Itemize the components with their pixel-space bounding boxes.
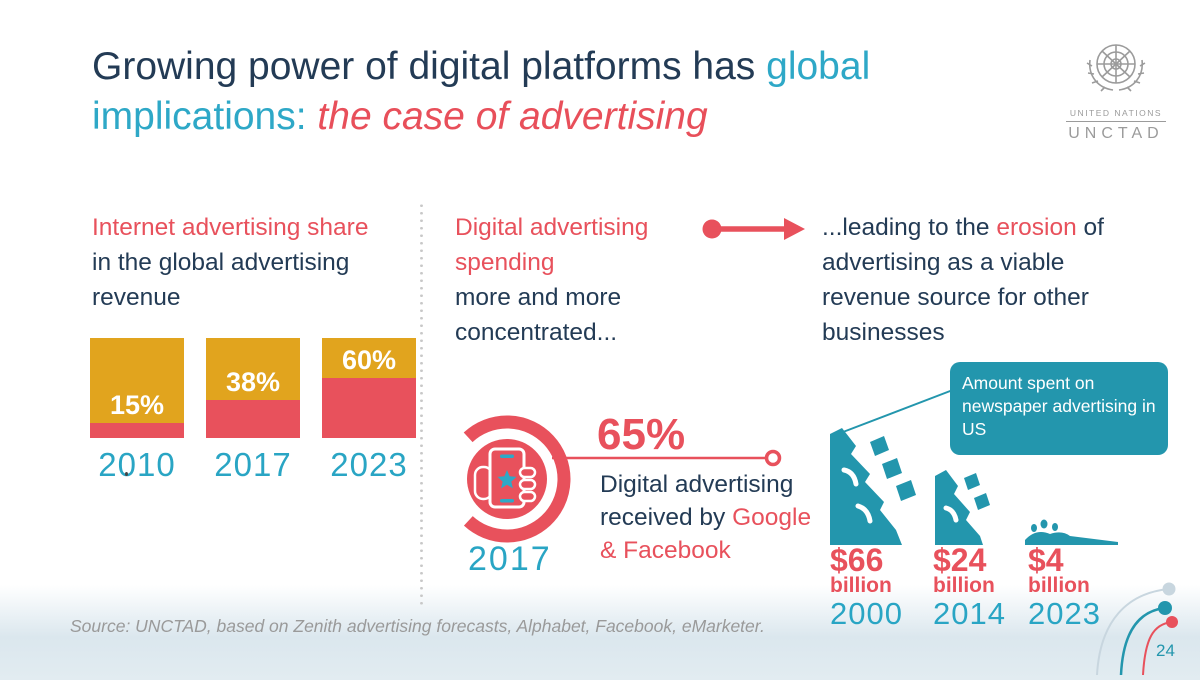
unctad-logo: UNITED NATIONS UNCTAD <box>1066 34 1166 143</box>
right-heading-accent: erosion <box>996 214 1077 241</box>
newspaper-datapoint-2000: $66 billion 2000 <box>830 542 903 631</box>
bar-fill-2017 <box>206 400 300 438</box>
right-heading-pre: ...leading to the <box>822 214 997 241</box>
stat-caption-accent1: Google <box>732 504 812 531</box>
bar-value-label: 60% <box>341 345 397 375</box>
bar-2010: 15% <box>90 338 184 438</box>
middle-heading-accent: Digital advertising spending <box>455 214 649 276</box>
arrow-right-icon <box>700 214 806 249</box>
title-line2-emphasis: the case of advertising <box>317 95 708 138</box>
newspaper-datapoint-2023: $4 billion 2023 <box>1028 542 1101 631</box>
bar-2023: 60% <box>322 338 416 438</box>
stat-caption-accent2: & Facebook <box>600 537 731 564</box>
bar-year-label: 2010 <box>98 446 176 483</box>
left-heading-rest: in the global advertising revenue <box>92 249 350 311</box>
page-title: Growing power of digital platforms has g… <box>92 42 1052 142</box>
unit-label: billion <box>1028 574 1090 597</box>
eroding-iceberg-chart <box>818 378 1130 555</box>
right-heading: ...leading to the erosion of advertising… <box>822 210 1157 350</box>
title-line1-accent: global <box>766 45 871 88</box>
stat-caption: Digital advertising received by Google &… <box>600 468 840 567</box>
bar-year-label: 2017 <box>214 446 292 483</box>
year-label: 2014 <box>933 596 1006 631</box>
stat-caption-plain: Digital advertising received by <box>600 471 794 531</box>
page-number: 24 <box>1156 641 1175 660</box>
bar-year-label: 2023 <box>330 446 408 483</box>
donut-year-label: 2017 <box>468 540 552 578</box>
bar-value-label: 38% <box>225 367 281 397</box>
amount-label: $66 <box>830 542 884 578</box>
stat-connector-line <box>552 447 784 474</box>
bar-group-2017: 38% 2017 <box>206 338 300 484</box>
unit-label: billion <box>830 574 892 597</box>
source-note: Source: UNCTAD, based on Zenith advertis… <box>70 616 765 636</box>
amount-label: $4 <box>1028 542 1064 578</box>
left-heading: Internet advertising share in the global… <box>92 210 422 315</box>
unit-label: billion <box>933 574 995 597</box>
un-emblem-icon <box>1066 34 1166 106</box>
internet-share-bar-chart: 15% 2010 38% 2017 60% 2023 <box>90 338 416 484</box>
title-line2-accent: implications: <box>92 95 318 138</box>
bar-fill-2010 <box>90 423 184 438</box>
amount-label: $24 <box>933 542 987 578</box>
newspaper-datapoint-2014: $24 billion 2014 <box>933 542 1006 631</box>
title-line1: Growing power of digital platforms has <box>92 45 767 88</box>
left-heading-accent: Internet advertising share <box>92 214 369 241</box>
smartphone-in-hand-icon <box>440 412 575 552</box>
year-label: 2023 <box>1028 596 1101 631</box>
logo-org-text: UNITED NATIONS <box>1066 108 1166 122</box>
middle-heading: Digital advertising spending more and mo… <box>455 210 715 350</box>
logo-acronym-text: UNCTAD <box>1068 125 1164 142</box>
bottom-gradient-band <box>0 585 1200 680</box>
year-label: 2000 <box>830 596 903 631</box>
middle-heading-rest: more and more concentrated... <box>455 284 622 346</box>
bar-2017: 38% <box>206 338 300 438</box>
bar-group-2023: 60% 2023 <box>322 338 416 484</box>
bar-fill-2023 <box>322 378 416 438</box>
stray-dot <box>125 472 128 476</box>
right-heading-post: of advertising as a viable revenue sourc… <box>822 214 1104 346</box>
bar-group-2010: 15% 2010 <box>90 338 184 484</box>
corner-arcs-decoration <box>1055 573 1200 680</box>
dotted-divider <box>420 202 423 608</box>
stat-65-percent: 65% <box>597 410 686 459</box>
newspaper-callout: Amount spent on newspaper advertising in… <box>950 362 1168 455</box>
bar-value-label: 15% <box>109 390 165 420</box>
